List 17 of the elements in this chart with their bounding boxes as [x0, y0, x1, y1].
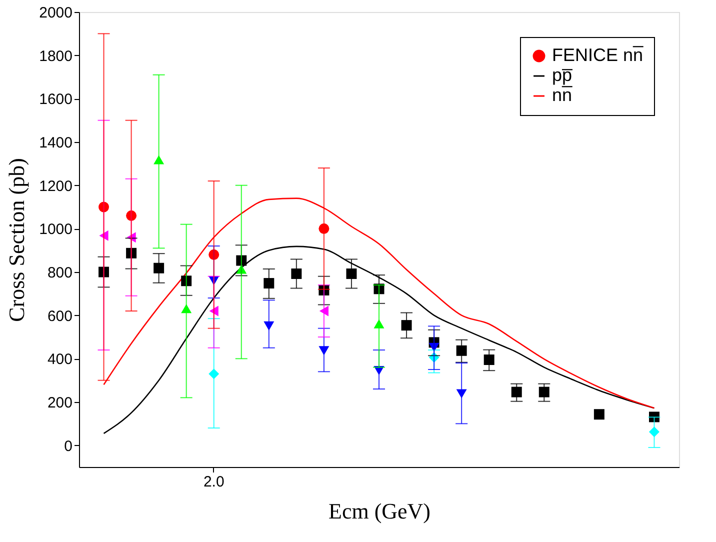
y-tick-label: 1200 — [39, 178, 72, 195]
x-axis-title: Ecm (GeV) — [328, 498, 431, 524]
y-tick-label: 200 — [47, 394, 72, 412]
y-tick-label: 1600 — [39, 91, 72, 108]
y-tick-label: 800 — [47, 264, 72, 282]
y-tick-label: 1000 — [39, 221, 72, 238]
y-tick-label: 1400 — [39, 134, 72, 152]
y-axis-title: Cross Section (pb) — [4, 158, 30, 322]
y-tick-label: 1800 — [39, 48, 72, 65]
y-tick-label: 400 — [47, 351, 72, 368]
y-tick-label: 2000 — [39, 4, 72, 22]
y-tick-label: 600 — [47, 308, 72, 325]
legend-label: pp̅ — [552, 65, 574, 85]
y-tick-label: 0 — [64, 438, 72, 455]
legend-label: nn̅ — [552, 85, 574, 105]
x-tick-label: 2.0 — [203, 474, 224, 490]
legend-label: FENICE nn̅ — [552, 45, 644, 65]
